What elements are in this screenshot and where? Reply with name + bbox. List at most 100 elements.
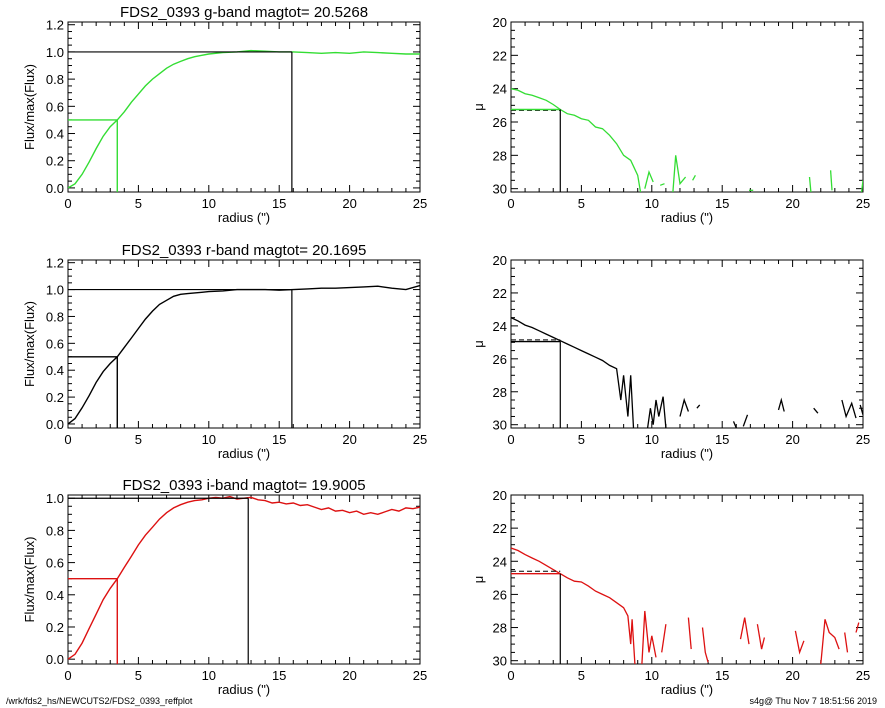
plot-area — [68, 51, 420, 192]
profile-segment — [831, 170, 832, 190]
x-tick-label: 15 — [272, 432, 286, 447]
x-tick-label: 25 — [413, 196, 427, 211]
footer-path: /wrk/fds2_hs/NEWCUTS2/FDS2_0393_reffplot — [6, 696, 192, 706]
profile-segment — [821, 619, 839, 664]
x-tick-label: 15 — [715, 196, 729, 211]
x-tick-label: 20 — [342, 196, 356, 211]
profile-segment — [741, 618, 750, 645]
y-tick-label: 0.4 — [46, 363, 64, 378]
x-tick-label: 15 — [272, 196, 286, 211]
x-tick-label: 10 — [202, 196, 216, 211]
y-tick-label: 28 — [493, 621, 507, 636]
plot-area — [511, 89, 863, 192]
profile-segment — [703, 628, 709, 663]
profile-segment — [511, 548, 635, 664]
plot-frame — [511, 22, 863, 192]
y-tick-label: 30 — [493, 418, 507, 433]
profile-segment — [842, 400, 856, 418]
x-tick-label: 20 — [785, 668, 799, 683]
footer-timestamp: s4g@ Thu Nov 7 18:51:56 2019 — [749, 696, 877, 706]
profile-segment — [660, 184, 664, 186]
x-tick-label: 20 — [785, 196, 799, 211]
x-axis-label: radius (") — [218, 446, 270, 461]
profile-segment — [810, 177, 811, 192]
y-tick-label: 26 — [493, 587, 507, 602]
series-line — [68, 286, 420, 425]
profile-segment — [697, 405, 700, 408]
x-tick-label: 5 — [135, 668, 142, 683]
x-tick-label: 0 — [64, 668, 71, 683]
x-tick-label: 25 — [856, 432, 870, 447]
y-tick-label: 0.8 — [46, 523, 64, 538]
y-axis-label: μ — [471, 103, 486, 111]
x-tick-label: 25 — [856, 196, 870, 211]
panel-growth-curve-i: FDS2_0393 i-band magtot= 19.9005 0 5 10 15 20… — [22, 477, 427, 697]
plot-frame — [511, 495, 863, 664]
x-tick-label: 5 — [578, 196, 585, 211]
profile-segment — [642, 611, 656, 664]
x-tick-label: 5 — [578, 668, 585, 683]
y-tick-label: 0.4 — [46, 127, 64, 142]
x-tick-label: 5 — [135, 432, 142, 447]
y-axis-label: Flux/max(Flux) — [22, 64, 37, 150]
x-tick-label: 15 — [715, 432, 729, 447]
y-tick-label: 26 — [493, 115, 507, 130]
y-tick-label: 22 — [493, 286, 507, 301]
plot-area — [511, 318, 863, 428]
y-tick-label: 0.8 — [46, 309, 64, 324]
plot-area — [68, 497, 420, 664]
x-tick-label: 0 — [64, 432, 71, 447]
y-tick-label: 28 — [493, 385, 507, 400]
y-tick-label: 0.4 — [46, 588, 64, 603]
y-axis: 0.0 0.2 0.4 0.6 0.8 1.0 1.2 — [46, 18, 420, 196]
x-tick-label: 10 — [202, 432, 216, 447]
panel-profile-r: 0 5 10 15 20 25 radius (") 20 22 24 26 28 30 μ — [471, 253, 870, 461]
panel-profile-i: 0 5 10 15 20 25radius (")202224262830μ — [471, 488, 870, 697]
x-axis: 0 5 10 15 20 25 — [64, 260, 427, 447]
y-axis: 20 22 24 26 28 30 — [493, 253, 863, 433]
profile-segment — [673, 155, 686, 192]
panel-growth-curve-r: FDS2_0393 r-band magtot= 20.1695 0 5 10 15 20… — [22, 242, 427, 461]
x-tick-label: 20 — [342, 432, 356, 447]
y-tick-label: 0.0 — [46, 417, 64, 432]
series-line — [68, 497, 420, 660]
y-tick-label: 0.0 — [46, 652, 64, 667]
chart-title: FDS2_0393 r-band magtot= 20.1695 — [122, 242, 367, 259]
y-tick-label: 1.0 — [46, 491, 64, 506]
y-tick-label: 0.6 — [46, 99, 64, 114]
plot-frame — [68, 260, 420, 428]
chart-title: FDS2_0393 i-band magtot= 19.9005 — [122, 477, 365, 494]
figure-canvas: FDS2_0393 g-band magtot= 20.52680 5 10 15 20… — [0, 0, 885, 708]
x-axis: 0 5 10 15 20 25 — [507, 495, 870, 683]
plot-area — [68, 286, 420, 429]
y-tick-label: 0.8 — [46, 72, 64, 87]
profile-segment — [845, 633, 848, 653]
x-tick-label: 10 — [645, 432, 659, 447]
x-axis-label: radius (") — [218, 682, 270, 697]
y-tick-label: 20 — [493, 253, 507, 268]
x-tick-label: 0 — [507, 196, 514, 211]
x-axis: 0 5 10 15 20 25 — [64, 22, 427, 211]
y-tick-label: 20 — [493, 488, 507, 503]
profile-segment — [680, 400, 688, 417]
x-axis: 0 5 10 15 20 25 — [507, 260, 870, 447]
x-axis-label: radius (") — [661, 210, 713, 225]
x-tick-label: 5 — [578, 432, 585, 447]
x-tick-label: 0 — [507, 432, 514, 447]
y-axis-label: μ — [471, 576, 486, 584]
y-tick-label: 1.0 — [46, 283, 64, 298]
profile-segment — [511, 318, 634, 428]
x-axis: 0 5 10 15 20 25 — [64, 495, 427, 683]
y-tick-label: 1.2 — [46, 18, 64, 33]
profile-segment — [511, 89, 641, 192]
y-tick-label: 0.6 — [46, 556, 64, 571]
y-tick-label: 0.6 — [46, 336, 64, 351]
y-tick-label: 1.2 — [46, 256, 64, 271]
x-tick-label: 15 — [715, 668, 729, 683]
profile-segment — [757, 624, 764, 649]
y-tick-label: 0.2 — [46, 154, 64, 169]
y-tick-label: 20 — [493, 15, 507, 30]
profile-segment — [779, 400, 785, 412]
y-tick-label: 22 — [493, 48, 507, 63]
x-tick-label: 25 — [413, 668, 427, 683]
